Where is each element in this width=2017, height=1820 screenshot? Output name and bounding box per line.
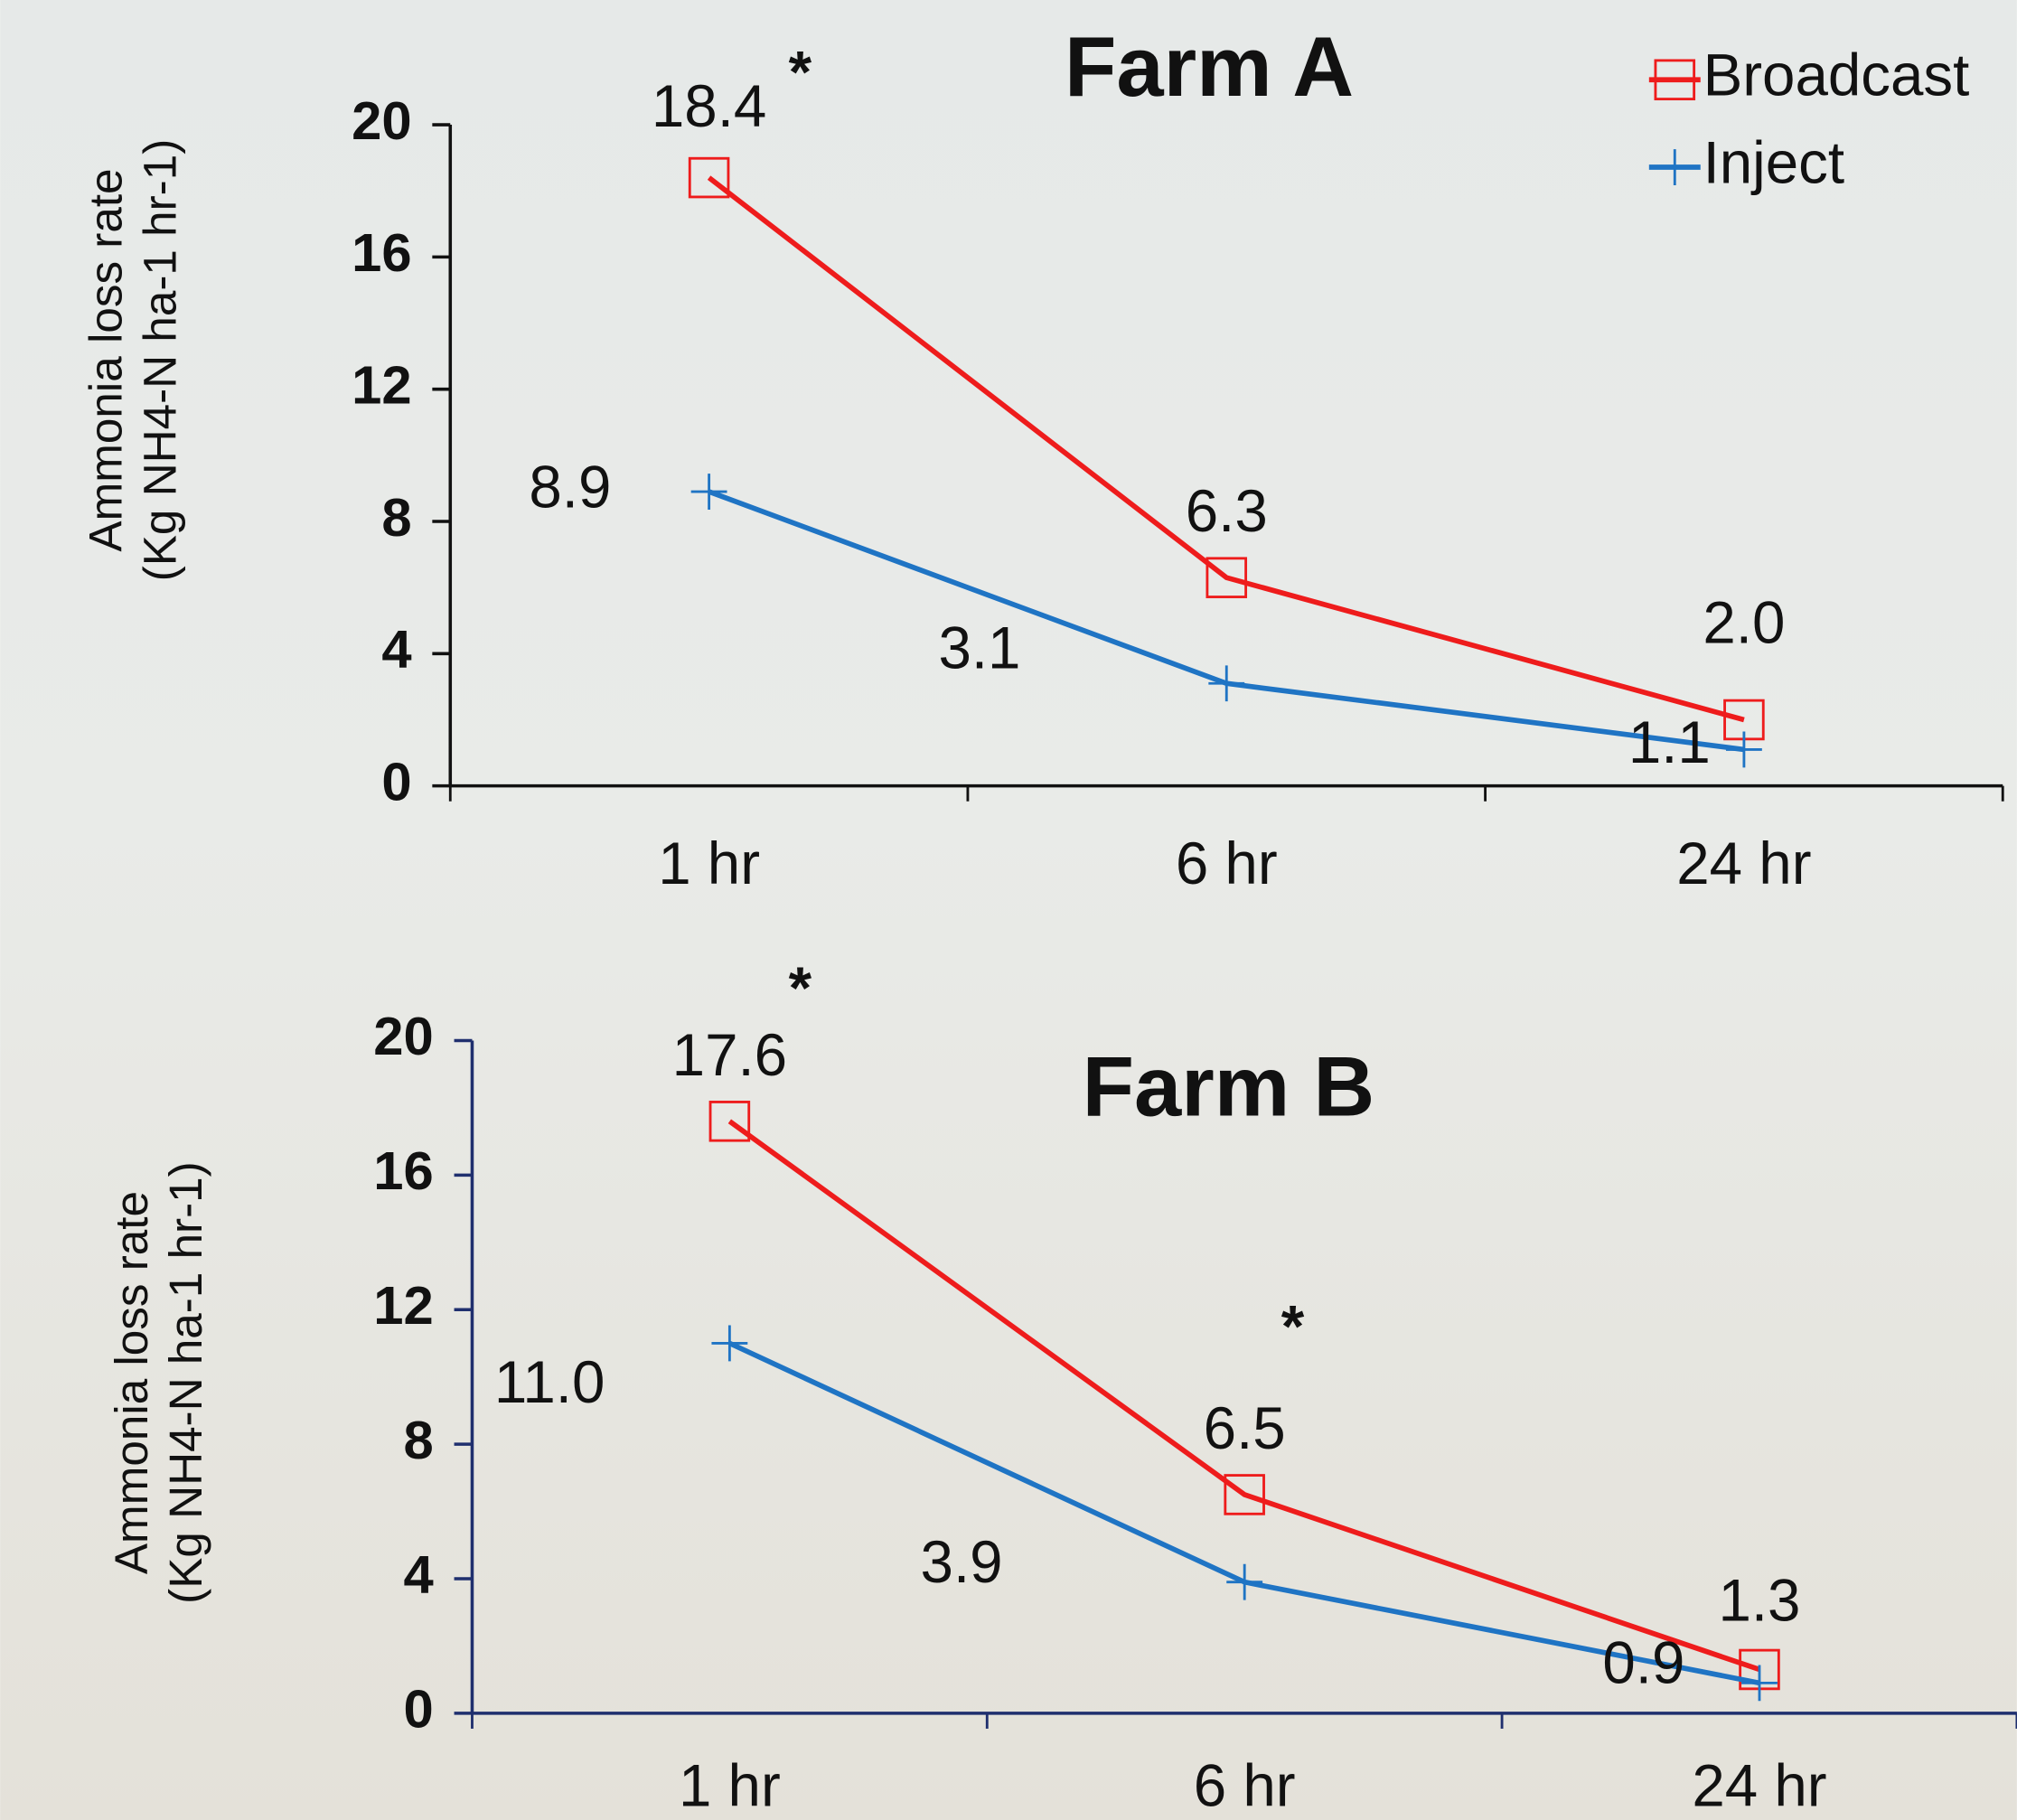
chart: Farm AAmmonia loss rate(Kg NH4-N ha-1 hr… [0, 0, 2017, 1820]
data-label: 2.0 [1703, 589, 1785, 655]
x-tick-label: 24 hr [1692, 1753, 1826, 1819]
x-tick-label: 6 hr [1176, 830, 1278, 896]
y-tick-label: 4 [381, 619, 411, 680]
x-tick-label: 1 hr [679, 1753, 781, 1819]
data-label: 8.9 [529, 454, 611, 520]
legend-label: Inject [1703, 129, 1844, 195]
chart-title: Farm B [1083, 1039, 1375, 1134]
data-label: 1.3 [1718, 1568, 1800, 1634]
data-label: 3.9 [921, 1529, 1003, 1595]
y-tick-label: 12 [352, 354, 411, 415]
data-label: 6.3 [1186, 478, 1268, 544]
y-tick-label: 8 [404, 1410, 434, 1470]
data-label: 1.1 [1628, 709, 1711, 775]
y-tick-label: 16 [352, 222, 411, 283]
data-label: 0.9 [1602, 1630, 1684, 1696]
chart-title: Farm A [1065, 19, 1354, 114]
y-tick-label: 20 [352, 90, 411, 151]
x-tick-label: 24 hr [1676, 830, 1811, 896]
x-tick-label: 6 hr [1194, 1753, 1296, 1819]
y-axis-label: Ammonia loss rate [80, 168, 132, 551]
y-tick-label: 0 [404, 1679, 434, 1740]
y-tick-label: 16 [373, 1140, 433, 1201]
page: {"chart_data": [ {"type": "line", "title… [0, 0, 2017, 1820]
y-tick-label: 8 [381, 487, 411, 548]
y-tick-label: 0 [381, 751, 411, 811]
data-label: 3.1 [938, 614, 1020, 680]
annotation: * [789, 40, 812, 106]
y-axis-label: (Kg NH4-N ha-1 hr-1) [134, 139, 185, 582]
data-label: 6.5 [1204, 1395, 1286, 1461]
data-label: 11.0 [494, 1349, 605, 1415]
y-tick-label: 12 [373, 1275, 433, 1336]
y-tick-label: 20 [373, 1006, 433, 1066]
y-axis-label: (Kg NH4-N ha-1 hr-1) [160, 1161, 211, 1604]
x-tick-label: 1 hr [658, 830, 760, 896]
annotation: * [1281, 1293, 1305, 1359]
annotation: * [789, 955, 812, 1021]
data-label: 17.6 [672, 1022, 787, 1088]
y-tick-label: 4 [404, 1544, 434, 1605]
legend-label: Broadcast [1703, 42, 1970, 108]
y-axis-label: Ammonia loss rate [106, 1191, 157, 1574]
data-label: 18.4 [652, 73, 766, 139]
background [0, 0, 2017, 1820]
